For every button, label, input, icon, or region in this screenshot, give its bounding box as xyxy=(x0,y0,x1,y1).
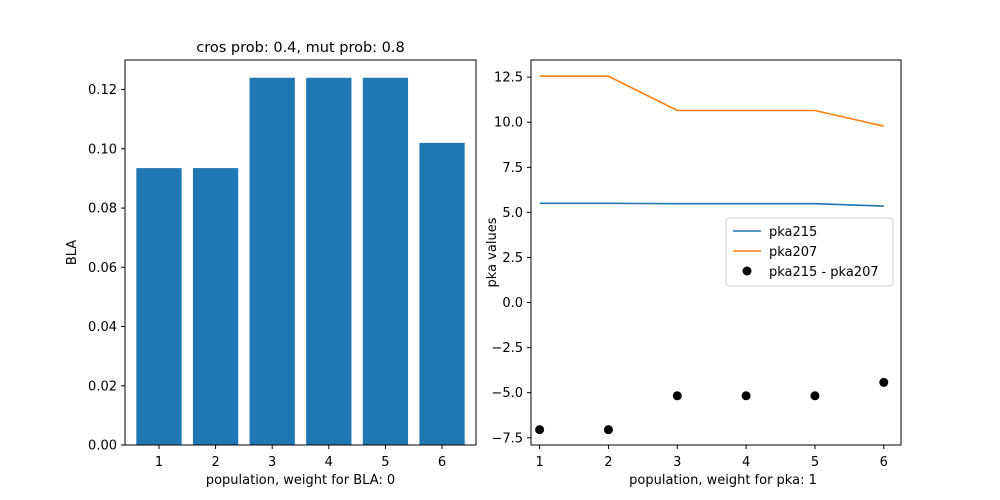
y-tick-label: 5.0 xyxy=(502,206,523,221)
series-line-pka215 xyxy=(539,202,884,207)
y-tick-label: 0.06 xyxy=(88,261,117,276)
legend-label-pka215: pka215 xyxy=(769,225,817,240)
plot-frame xyxy=(530,59,902,446)
x-axis-ticks: 1 2 3 4 5 6 xyxy=(155,445,446,470)
legend-marker-difference xyxy=(742,266,752,276)
bar-2 xyxy=(192,168,239,445)
x-tick-label: 1 xyxy=(535,455,543,470)
x-tick-label: 5 xyxy=(811,455,819,470)
series-point-difference xyxy=(672,391,682,401)
series-point-difference xyxy=(603,425,613,435)
y-axis-ticks: 0.00 0.02 0.04 0.06 0.08 0.10 0.12 xyxy=(88,83,125,454)
series-point-difference xyxy=(879,377,889,387)
x-axis-label: population, weight for pka: 1 xyxy=(629,473,817,488)
y-tick-label: 7.5 xyxy=(502,161,523,176)
x-tick-label: 2 xyxy=(211,455,219,470)
plot-frame xyxy=(124,59,477,446)
x-tick-label: 6 xyxy=(880,455,888,470)
y-axis-label: BLA xyxy=(65,240,80,265)
x-tick-label: 4 xyxy=(742,455,750,470)
x-tick-label: 5 xyxy=(381,455,389,470)
y-tick-label: −7.5 xyxy=(491,431,523,446)
bar-1 xyxy=(136,168,182,445)
series-point-difference xyxy=(741,391,751,401)
y-tick-label: 0.02 xyxy=(88,379,117,394)
y-axis-ticks: −7.5 −5.0 −2.5 0.0 2.5 5.0 7.5 10.0 12.5 xyxy=(491,71,531,446)
x-axis-ticks: 1 2 3 4 5 6 xyxy=(535,445,888,470)
series-point-difference xyxy=(810,391,820,401)
x-axis-label: population, weight for BLA: 0 xyxy=(206,473,395,488)
y-tick-label: 0.12 xyxy=(88,83,117,98)
bar-4 xyxy=(306,77,352,446)
y-tick-label: 0.04 xyxy=(88,320,117,335)
x-tick-label: 4 xyxy=(325,455,333,470)
legend: pka215 pka207 pka215 - pka207 xyxy=(725,217,894,287)
y-tick-label: −2.5 xyxy=(491,341,523,356)
y-tick-label: −5.0 xyxy=(491,386,523,401)
series-point-difference xyxy=(535,425,545,435)
y-tick-label: 0.10 xyxy=(88,142,117,157)
bar-3 xyxy=(249,77,295,446)
bar-series xyxy=(136,77,465,446)
y-tick-label: 12.5 xyxy=(494,71,523,86)
y-tick-label: 10.0 xyxy=(494,116,523,131)
legend-label-pka207: pka207 xyxy=(769,245,817,260)
x-tick-label: 3 xyxy=(673,455,681,470)
series-line-pka207 xyxy=(539,75,884,127)
y-tick-label: 0.0 xyxy=(502,296,523,311)
bar-chart: cros prob: 0.4, mut prob: 0.8 0.000.020.… xyxy=(65,40,477,488)
bar-6 xyxy=(419,142,465,445)
y-tick-label: 0.00 xyxy=(88,439,117,454)
legend-label-difference: pka215 - pka207 xyxy=(769,265,879,280)
data-series xyxy=(535,75,889,435)
y-tick-label: 2.5 xyxy=(502,251,523,266)
chart-title: cros prob: 0.4, mut prob: 0.8 xyxy=(196,40,404,56)
legend-box xyxy=(725,217,894,287)
x-tick-label: 3 xyxy=(268,455,276,470)
y-axis-label: pka values xyxy=(485,217,500,287)
bar-5 xyxy=(362,77,409,446)
x-tick-label: 2 xyxy=(604,455,612,470)
x-tick-label: 1 xyxy=(155,455,163,470)
y-tick-label: 0.08 xyxy=(88,202,117,217)
x-tick-label: 6 xyxy=(438,455,446,470)
